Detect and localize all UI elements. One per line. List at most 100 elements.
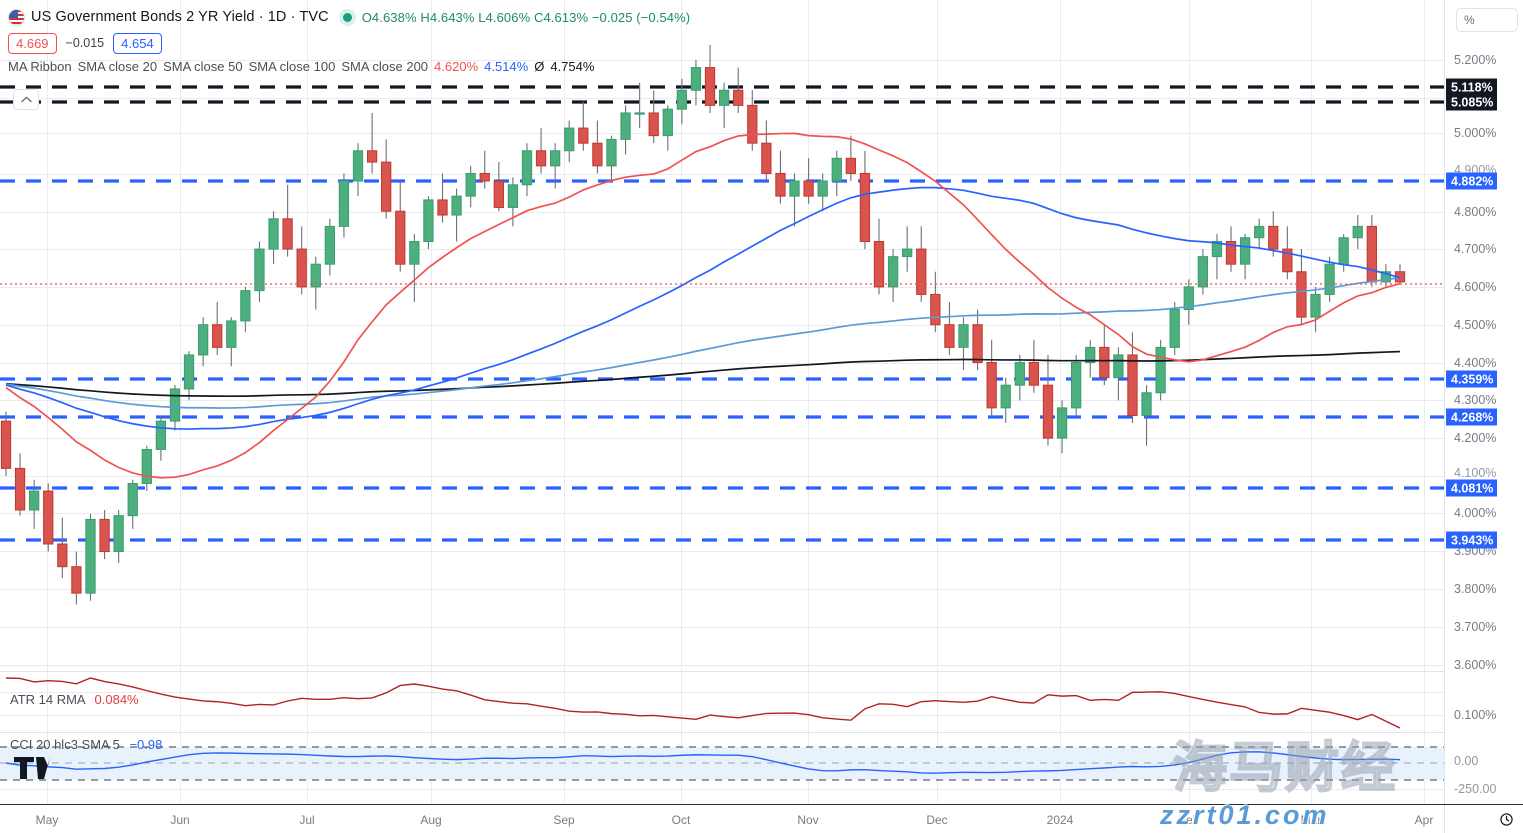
- price-level-tag[interactable]: 3.943%: [1446, 531, 1498, 549]
- candle-body: [212, 324, 223, 348]
- candle-body: [747, 104, 758, 144]
- candle-body: [1197, 256, 1209, 288]
- chevron-up-icon: [20, 96, 32, 103]
- grid-horizontal: [0, 60, 1444, 790]
- candle-body: [268, 218, 279, 250]
- candle-body: [14, 467, 26, 511]
- candle-body: [1127, 354, 1138, 416]
- candle-body: [183, 354, 195, 390]
- price-tick: 3.600%: [1454, 658, 1497, 672]
- candle-body: [395, 210, 406, 265]
- time-tick: Oct: [671, 813, 691, 827]
- price-level-lines: [0, 85, 1444, 542]
- price-tick: 4.100%: [1454, 466, 1497, 480]
- price-tick: 4.200%: [1454, 431, 1497, 445]
- price-tick: 4.000%: [1454, 506, 1497, 520]
- candle-body: [902, 248, 913, 258]
- price-level-tag[interactable]: 4.882%: [1446, 172, 1498, 190]
- price-level-tag[interactable]: 5.085%: [1446, 93, 1498, 111]
- candle-body: [859, 172, 871, 242]
- cci-path: [5, 751, 1401, 774]
- candle-body: [282, 218, 293, 250]
- candle-body: [1352, 225, 1363, 239]
- time-tick: 2024: [1046, 813, 1074, 827]
- candle-body: [1169, 309, 1180, 348]
- sma-100-line: [5, 276, 1401, 409]
- clock-icon[interactable]: [1500, 813, 1513, 826]
- candle-body: [564, 127, 575, 152]
- candle-body: [662, 108, 673, 137]
- price-level-tag[interactable]: 5.118%: [1446, 78, 1497, 96]
- time-tick: May: [35, 813, 59, 827]
- sma-path: [5, 276, 1401, 409]
- candle-body: [1085, 346, 1096, 363]
- candle-body: [113, 515, 124, 553]
- price-tick: 3.700%: [1454, 620, 1497, 634]
- time-scale[interactable]: May Jun Jul Aug Sep Oct Nov Dec 2024 Feb Mar Apr: [0, 804, 1523, 833]
- time-tick: Nov: [797, 813, 819, 827]
- candle-body: [1070, 362, 1082, 409]
- price-tick: 4.300%: [1454, 393, 1497, 407]
- candle-body: [634, 112, 645, 115]
- candle-body: [1141, 392, 1152, 416]
- time-tick: Jul: [299, 813, 315, 827]
- candle-body: [916, 248, 927, 295]
- price-tick: 4.700%: [1454, 242, 1497, 256]
- candle-body: [1155, 346, 1166, 394]
- collapse-legend-button[interactable]: [13, 89, 39, 110]
- candle-body: [521, 150, 533, 186]
- candle-body: [578, 127, 589, 144]
- candle-body: [1366, 225, 1377, 283]
- time-tick: Apr: [1414, 813, 1434, 827]
- candle-body: [310, 263, 321, 288]
- candle-body: [155, 420, 167, 450]
- time-tick: Aug: [420, 813, 442, 827]
- tradingview-logo[interactable]: [14, 757, 50, 780]
- candle-body: [1338, 237, 1349, 265]
- candle-body: [29, 490, 40, 511]
- sma-path: [5, 186, 1401, 430]
- price-level-tag[interactable]: 4.359%: [1446, 370, 1498, 388]
- chart-plot-area[interactable]: [0, 0, 1444, 804]
- candle-body: [0, 420, 12, 469]
- candle-body: [99, 518, 110, 553]
- candle-body: [718, 89, 730, 106]
- candle-body: [437, 199, 448, 216]
- atr-series: [5, 677, 1401, 729]
- sma-path: [5, 350, 1401, 398]
- sma-20-line: [5, 132, 1401, 479]
- candle-body: [817, 180, 828, 197]
- cci-series: [5, 751, 1401, 774]
- candle-body: [535, 150, 547, 167]
- candle-body: [690, 67, 702, 91]
- time-tick: Sep: [553, 813, 575, 827]
- time-scale-separator: [1444, 805, 1445, 833]
- candle-body: [507, 184, 519, 208]
- candle-body: [338, 180, 350, 227]
- price-level-tag[interactable]: 4.268%: [1446, 408, 1498, 426]
- candle-body: [352, 150, 364, 182]
- candle-body: [620, 112, 631, 140]
- percent-mode-button[interactable]: %: [1456, 8, 1518, 32]
- price-tick: 4.400%: [1454, 356, 1497, 370]
- candle-body: [986, 362, 997, 409]
- price-level-tag[interactable]: 4.081%: [1446, 479, 1498, 497]
- candle-body: [493, 180, 504, 208]
- candle-body: [1380, 271, 1392, 283]
- price-tick: 4.500%: [1454, 318, 1497, 332]
- candle-body: [324, 225, 335, 265]
- candle-body: [1113, 354, 1124, 379]
- candle-body: [1211, 241, 1223, 258]
- candle-body: [254, 248, 265, 292]
- candle-body: [648, 112, 659, 137]
- candle-body: [409, 241, 420, 265]
- candle-body: [451, 195, 462, 216]
- candle-body: [1014, 362, 1025, 386]
- candle-body: [550, 150, 561, 167]
- candle-body: [733, 89, 744, 106]
- candle-body: [1296, 271, 1307, 318]
- candle-body: [1183, 286, 1194, 311]
- price-tick: -250.00: [1454, 782, 1497, 796]
- price-scale[interactable]: % 5.200% 5.000% 4.900% 4.800% 4.700% 4.600% 4.…: [1444, 0, 1523, 804]
